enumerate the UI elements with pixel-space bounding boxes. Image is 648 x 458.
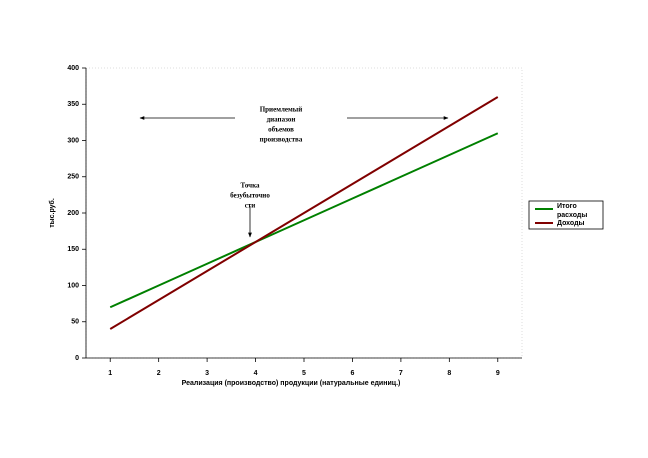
annotation-line: производства [260, 136, 303, 144]
y-tick-label: 300 [67, 137, 79, 144]
annotation-line: Приемлемый [260, 106, 303, 114]
series-line [109, 132, 499, 309]
y-tick-label: 400 [67, 65, 79, 72]
legend-box [528, 200, 604, 230]
y-axis-label: тыс.руб. [48, 198, 56, 228]
y-tick-label: 200 [67, 210, 79, 217]
y-tick-label: 150 [67, 246, 79, 253]
x-axis-label: Реализация (производство) продукции (нат… [182, 380, 401, 387]
series-line [109, 96, 499, 330]
annotation-line: диапазон [267, 116, 296, 124]
x-tick-label: 4 [254, 370, 258, 377]
legend-label: Доходы [557, 220, 585, 227]
annotation-line: безубыточно [230, 192, 270, 200]
x-tick-label: 6 [350, 370, 354, 377]
x-tick-label: 2 [157, 370, 161, 377]
y-tick-label: 350 [67, 101, 79, 108]
annotation-line: объемов [268, 126, 294, 134]
legend-label: Итого расходы [557, 203, 587, 219]
x-tick-label: 1 [108, 370, 112, 377]
y-tick-label: 100 [67, 282, 79, 289]
x-tick-label: 9 [496, 370, 500, 377]
x-tick-label: 8 [447, 370, 451, 377]
y-tick-label: 0 [75, 355, 79, 362]
y-tick-label: 50 [71, 319, 79, 326]
x-tick-label: 3 [205, 370, 209, 377]
annotation-line: сти [245, 202, 256, 210]
x-tick-label: 5 [302, 370, 306, 377]
x-tick-label: 7 [399, 370, 403, 377]
annotation-line: Точка [240, 182, 260, 190]
y-tick-label: 250 [67, 174, 79, 181]
